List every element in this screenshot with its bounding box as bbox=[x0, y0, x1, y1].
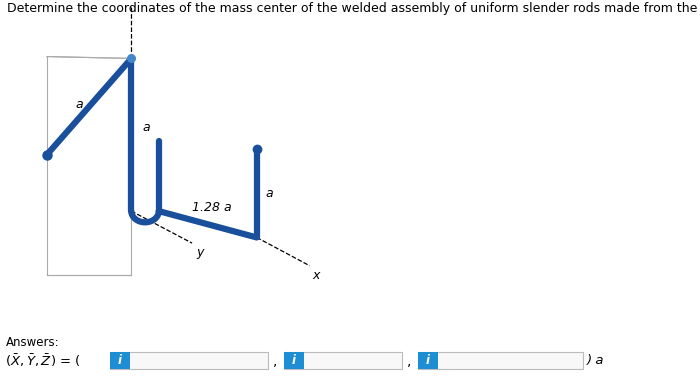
Text: 1.28 a: 1.28 a bbox=[192, 201, 232, 214]
FancyBboxPatch shape bbox=[418, 352, 583, 369]
Text: y: y bbox=[197, 246, 204, 259]
Text: a: a bbox=[265, 187, 273, 200]
Text: ,: , bbox=[407, 354, 412, 368]
Text: a: a bbox=[142, 121, 150, 134]
Text: Determine the coordinates of the mass center of the welded assembly of uniform s: Determine the coordinates of the mass ce… bbox=[7, 2, 700, 15]
FancyBboxPatch shape bbox=[110, 352, 130, 369]
FancyBboxPatch shape bbox=[284, 352, 304, 369]
Text: i: i bbox=[292, 354, 296, 367]
Text: $(\bar{X}, \bar{Y}, \bar{Z})$ = (: $(\bar{X}, \bar{Y}, \bar{Z})$ = ( bbox=[5, 352, 80, 368]
FancyBboxPatch shape bbox=[110, 352, 268, 369]
Text: Answers:: Answers: bbox=[6, 337, 60, 349]
Text: a: a bbox=[76, 98, 83, 111]
FancyBboxPatch shape bbox=[418, 352, 438, 369]
Text: i: i bbox=[118, 354, 122, 367]
FancyBboxPatch shape bbox=[284, 352, 402, 369]
Text: ) a: ) a bbox=[587, 354, 605, 367]
Text: i: i bbox=[426, 354, 430, 367]
Text: x: x bbox=[313, 269, 320, 282]
Text: ,: , bbox=[273, 354, 277, 368]
